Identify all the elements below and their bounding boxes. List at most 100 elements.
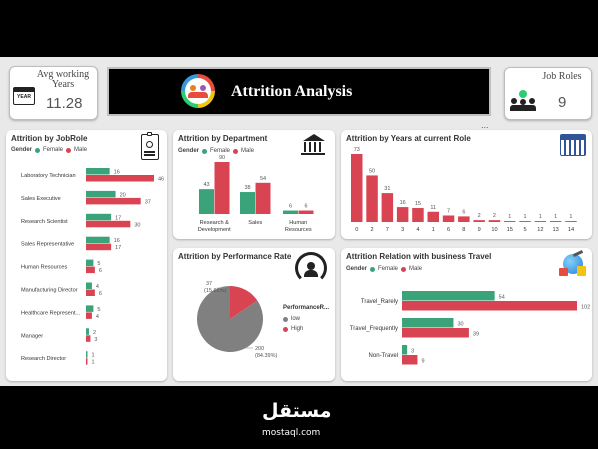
- panel-department: Attrition by Department Gender Female Ma…: [173, 130, 335, 239]
- jobrole-bar-female-research-director: [86, 351, 88, 358]
- panel-jobrole-title: Attrition by JobRole: [11, 134, 88, 143]
- legend-male-dot: [66, 147, 72, 153]
- department-category-label-human-resources-1: Resources: [285, 227, 312, 233]
- jobrole-bar-female-sales-executive: [86, 190, 116, 198]
- years-bar-13: [549, 221, 562, 222]
- years-data-label-12: 1: [539, 214, 542, 220]
- legend-female-dot: [35, 147, 41, 153]
- department-category-label-research-development-0: Research &: [200, 220, 229, 226]
- id-badge-icon: [141, 132, 159, 160]
- department-data-label-male-research-development: 90: [219, 155, 225, 161]
- jobrole-bar-male-manufacturing-director: [86, 289, 95, 296]
- jobrole-bar-female-sales-representative: [86, 236, 110, 244]
- legend-male-dot: [401, 266, 407, 272]
- travel-category-label-travel-rarely: Travel_Rarely: [361, 299, 398, 305]
- years-bar-4: [412, 208, 424, 222]
- years-data-label-15: 1: [508, 214, 511, 220]
- years-category-label-10: 10: [491, 227, 497, 233]
- years-category-label-14: 14: [568, 227, 574, 233]
- years-category-label-4: 4: [416, 227, 419, 233]
- jobrole-data-label-female-healthcare-represent: 5: [97, 307, 100, 313]
- jobrole-data-label-male-research-director: 1: [91, 360, 94, 366]
- performance-legend-title: PerformanceR...: [283, 305, 330, 311]
- calendar-year-icon: YEAR: [13, 87, 35, 105]
- performance-slice-low: [197, 286, 263, 352]
- years-data-label-0: 73: [354, 147, 360, 153]
- legend-male-label: Male: [241, 148, 255, 154]
- years-data-label-1: 11: [430, 205, 436, 211]
- kpi-job-roles-label: Job Roles: [542, 71, 582, 82]
- panel-travel-legend: Gender Female Male: [346, 266, 422, 272]
- jobrole-category-label-healthcare-represent: Healthcare Represent...: [21, 310, 81, 316]
- jobrole-category-label-manufacturing-director: Manufacturing Director: [21, 288, 78, 294]
- performance-slice-label-high-pct: (15.61%): [204, 288, 226, 294]
- jobrole-bar-female-human-resources: [86, 259, 94, 267]
- travel-data-label-male-non-travel: 9: [421, 359, 424, 365]
- years-data-label-10: 2: [493, 213, 496, 219]
- jobrole-data-label-female-manufacturing-director: 4: [96, 284, 99, 290]
- legend-female-label: Female: [378, 266, 399, 272]
- years-data-label-3: 16: [400, 200, 406, 206]
- years-bar-6: [442, 215, 455, 222]
- panel-department-title: Attrition by Department: [178, 134, 268, 143]
- department-category-label-human-resources-0: Human: [289, 220, 307, 226]
- performance-legend-high: High: [283, 326, 303, 332]
- years-data-label-9: 2: [478, 213, 481, 219]
- years-category-label-8: 8: [462, 227, 465, 233]
- performance-slice-high: [230, 286, 258, 319]
- title-banner: Attrition Analysis: [107, 67, 491, 116]
- department-data-label-male-human-resources: 6: [304, 204, 307, 210]
- travel-chart: Travel_Rarely54102Travel_Frequently3039N…: [350, 291, 590, 365]
- watermark-arabic: مستقل: [262, 400, 332, 422]
- more-options-button[interactable]: ...: [481, 120, 489, 130]
- jobrole-category-label-research-scientist: Research Scientist: [21, 219, 68, 225]
- years-bar-5: [519, 221, 531, 222]
- panel-department-legend: Gender Female Male: [178, 148, 254, 154]
- performance-slice-label-low-count: 200: [255, 346, 264, 352]
- years-bar-9: [473, 220, 485, 222]
- jobrole-data-label-male-healthcare-represent: 4: [96, 314, 99, 320]
- years-data-label-7: 31: [384, 186, 390, 192]
- department-bar-female-sales: [240, 192, 255, 214]
- travel-globe-icon: [559, 250, 587, 278]
- team-people-icon: [510, 90, 536, 112]
- panel-travel-title: Attrition Relation with business Travel: [346, 252, 492, 261]
- jobrole-data-label-female-research-scientist: 17: [115, 215, 121, 221]
- jobrole-bar-male-research-scientist: [86, 220, 131, 228]
- years-bar-12: [534, 221, 547, 222]
- years-category-label-0: 0: [355, 227, 358, 233]
- years-category-label-12: 12: [537, 227, 543, 233]
- performance-gauge-icon: [295, 252, 327, 284]
- jobrole-data-label-male-laboratory-technician: 46: [158, 177, 164, 183]
- panel-performance-title: Attrition by Performance Rate: [178, 252, 292, 261]
- travel-data-label-male-travel-frequently: 39: [473, 332, 479, 338]
- panel-years: Attrition by Years at current Role 73 0 50…: [341, 130, 592, 239]
- panel-years-title: Attrition by Years at current Role: [346, 134, 471, 143]
- kpi-avg-working-years-label: Avg working Years: [36, 69, 90, 90]
- jobrole-bar-male-laboratory-technician: [86, 175, 154, 182]
- travel-data-label-female-travel-frequently: 30: [457, 322, 463, 328]
- kpi-job-roles: Job Roles 9: [504, 67, 592, 120]
- jobrole-bar-female-laboratory-technician: [86, 168, 110, 175]
- jobrole-bar-male-human-resources: [86, 266, 95, 274]
- years-data-label-2: 50: [369, 168, 375, 174]
- years-category-label-6: 6: [447, 227, 450, 233]
- years-data-label-6: 7: [447, 208, 450, 214]
- department-category-label-sales-0: Sales: [248, 220, 262, 226]
- department-data-label-female-human-resources: 6: [289, 204, 292, 210]
- jobrole-bar-male-sales-representative: [86, 243, 112, 251]
- travel-bar-female-travel-rarely: [402, 291, 495, 301]
- legend-low-label: low: [291, 316, 301, 322]
- jobrole-category-label-manager: Manager: [21, 333, 43, 339]
- team-logo-icon: [181, 74, 215, 108]
- legend-male-label: Male: [74, 147, 88, 153]
- travel-category-label-travel-frequently: Travel_Frequently: [350, 326, 398, 332]
- jobrole-bar-male-healthcare-represent: [86, 312, 92, 319]
- legend-male-label: Male: [409, 266, 423, 272]
- travel-data-label-female-non-travel: 3: [411, 349, 414, 355]
- years-category-label-3: 3: [401, 227, 404, 233]
- years-category-label-15: 15: [507, 227, 513, 233]
- years-category-label-1: 1: [432, 227, 435, 233]
- panel-jobrole: Attrition by JobRole Gender Female Male …: [6, 130, 167, 381]
